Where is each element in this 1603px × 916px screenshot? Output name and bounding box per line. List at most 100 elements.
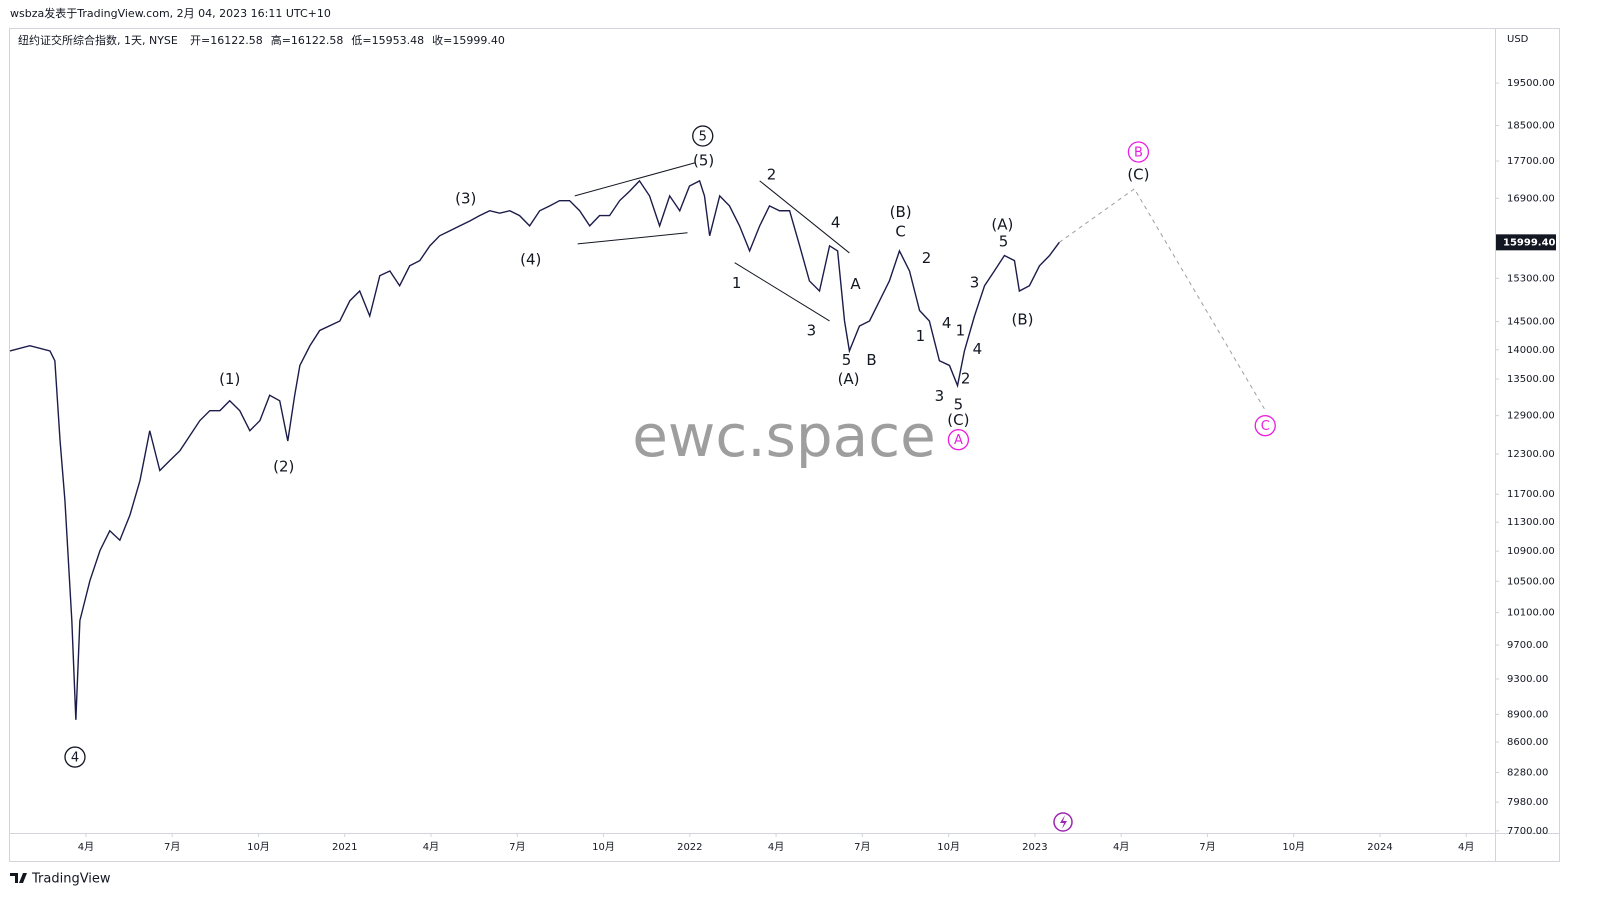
wave-label: (A) (838, 370, 860, 388)
alert-icon[interactable] (1053, 812, 1073, 832)
y-tick-label: 9700.00 (1507, 640, 1548, 651)
wave-label: (B) (1012, 310, 1034, 328)
wave-label: B (866, 351, 876, 369)
y-tick-label: 19500.00 (1507, 78, 1555, 89)
x-tick-label: 4月 (1458, 841, 1474, 853)
currency: USD (1507, 34, 1529, 45)
wave-label: B (1134, 146, 1143, 161)
wave-label: 2 (767, 165, 777, 183)
x-tick-label: 2024 (1367, 842, 1392, 853)
wave-label: 2 (961, 369, 971, 387)
wave-label: (C) (947, 411, 969, 429)
y-tick-label: 12900.00 (1507, 411, 1555, 422)
alert-circle[interactable] (1053, 812, 1073, 832)
wave-label: 4 (71, 751, 79, 766)
wave-label: (C) (1127, 165, 1149, 183)
price-tag: 15999.40 (1503, 237, 1556, 248)
wave-label: 5 (954, 395, 964, 413)
wave-circle (1254, 415, 1276, 437)
tv-logo: TradingView (10, 872, 111, 887)
ohlc-value: 收=15999.40 (432, 33, 505, 47)
y-tick-label: 11300.00 (1507, 517, 1555, 528)
trendline (577, 232, 688, 245)
x-tick-label: 10月 (247, 841, 270, 853)
y-tick-label: 17700.00 (1507, 156, 1555, 167)
y-tick-label: 16900.00 (1507, 193, 1555, 204)
wave-label: 5 (999, 232, 1009, 250)
y-tick-label: 7980.00 (1507, 797, 1548, 808)
price-axis-frame (1495, 28, 1560, 862)
wave-circle (1127, 141, 1150, 163)
wave-label: 2 (922, 249, 932, 267)
wave-label: C (1261, 419, 1270, 434)
y-tick-label: 8600.00 (1507, 737, 1548, 748)
y-tick-label: 7700.00 (1507, 826, 1548, 837)
y-tick-label: 8900.00 (1507, 709, 1548, 720)
ohlc-value: 低=15953.48 (351, 34, 424, 47)
x-tick-label: 4月 (423, 841, 439, 853)
x-tick-label: 2021 (332, 842, 357, 853)
trendline (734, 262, 830, 322)
y-tick-label: 13500.00 (1507, 374, 1555, 385)
x-tick-label: 10月 (592, 841, 615, 853)
price-line (9, 179, 1060, 720)
alert-bolt[interactable] (1060, 815, 1067, 829)
x-tick-label: 7月 (164, 841, 180, 853)
wave-circle (64, 746, 86, 768)
y-tick-label: 14000.00 (1507, 345, 1555, 356)
wave-label: 1 (916, 327, 926, 345)
y-tick-label: 18500.00 (1507, 120, 1555, 131)
wave-label: 5 (842, 351, 852, 369)
wave-label: (1) (219, 370, 240, 388)
wave-label: 3 (970, 274, 980, 292)
symbol-info: 纽约证交所综合指数, 1天, NYSE (18, 33, 178, 47)
wave-label: A (954, 433, 963, 448)
wave-label: A (850, 275, 861, 293)
wave-circle (947, 429, 970, 451)
trendline (759, 180, 850, 254)
wave-label: (A) (991, 215, 1013, 233)
x-tick-label: 4月 (768, 841, 784, 853)
x-tick-label: 7月 (1199, 841, 1215, 853)
y-tick-label: 8280.00 (1507, 767, 1548, 778)
wave-label: (3) (455, 189, 476, 207)
wave-label: 1 (732, 274, 742, 292)
x-tick-label: 2023 (1022, 842, 1047, 853)
wave-label: 5 (699, 129, 707, 144)
wave-label: 4 (973, 340, 983, 358)
watermark: ewc.space (632, 402, 936, 470)
wave-label: C (895, 222, 905, 240)
y-tick-label: 10900.00 (1507, 546, 1555, 557)
x-tick-label: 7月 (509, 841, 525, 853)
wave-label: (B) (890, 203, 912, 221)
y-tick-label: 15300.00 (1507, 273, 1555, 284)
wave-label: 4 (942, 314, 952, 332)
wave-label: 3 (935, 387, 945, 405)
price-tag-bg (1496, 234, 1556, 251)
trendline (574, 162, 695, 197)
x-tick-label: 2022 (677, 842, 702, 853)
x-tick-label: 7月 (854, 841, 870, 853)
footer: TradingView (31, 872, 111, 887)
header: wsbza发表于TradingView.com, 2月 04, 2023 16:… (10, 6, 331, 20)
x-tick-label: 4月 (78, 841, 94, 853)
y-tick-label: 10100.00 (1507, 608, 1555, 619)
y-tick-label: 14500.00 (1507, 317, 1555, 328)
wave-label: 1 (956, 321, 966, 339)
ohlc-value: 开=16122.58 (190, 34, 263, 47)
logo-icon (10, 873, 27, 883)
y-tick-label: 10500.00 (1507, 576, 1555, 587)
y-tick-label: 9300.00 (1507, 674, 1548, 685)
x-tick-label: 10月 (937, 841, 960, 853)
wave-label: 4 (831, 213, 841, 231)
wave-label: (2) (273, 457, 294, 475)
y-tick-label: 11700.00 (1507, 489, 1555, 500)
wave-label: (5) (693, 152, 714, 170)
wave-label: (4) (520, 251, 541, 269)
x-tick-label: 4月 (1113, 841, 1129, 853)
wave-label: 3 (807, 321, 817, 339)
y-tick-label: 12300.00 (1507, 449, 1555, 460)
ohlc-value: 高=16122.58 (271, 33, 344, 47)
